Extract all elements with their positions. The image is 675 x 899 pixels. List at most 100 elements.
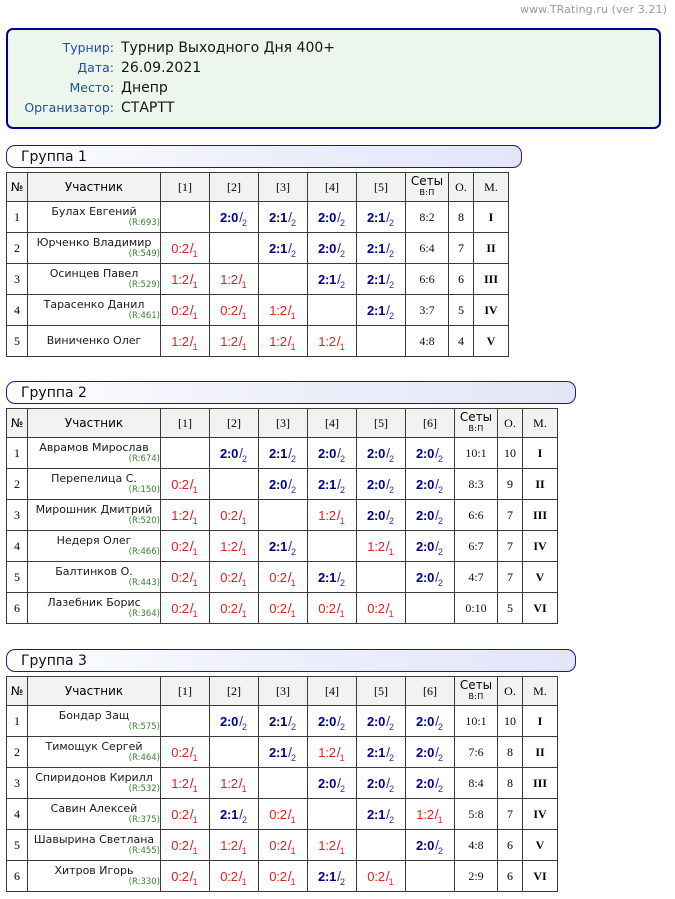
match-score-cell[interactable]: 0:2/1 bbox=[160, 860, 210, 892]
match-score-cell[interactable]: 2:1/2 bbox=[307, 860, 357, 892]
match-score-cell[interactable]: 1:2/1 bbox=[209, 263, 259, 295]
player-cell[interactable]: Спиридонов Кирилл (R:532) bbox=[27, 767, 161, 799]
match-score-cell[interactable]: 2:0/2 bbox=[405, 437, 455, 469]
player-cell[interactable]: Тарасенко Данил (R:461) bbox=[27, 294, 161, 326]
match-score-cell[interactable]: 2:0/2 bbox=[405, 499, 455, 531]
match-score-cell[interactable]: 0:2/1 bbox=[160, 530, 210, 562]
match-score-cell[interactable]: 0:2/1 bbox=[160, 798, 210, 830]
player-cell[interactable]: Булах Евгений (R:693) bbox=[27, 201, 161, 233]
match-score-cell[interactable]: 2:0/2 bbox=[258, 468, 308, 500]
match-score-cell[interactable]: 2:0/2 bbox=[209, 201, 259, 233]
match-score-cell[interactable]: 1:2/1 bbox=[307, 829, 357, 861]
match-score-cell[interactable]: 0:2/1 bbox=[209, 294, 259, 326]
player-cell[interactable]: Осинцев Павел (R:529) bbox=[27, 263, 161, 295]
match-score-cell[interactable]: 2:0/2 bbox=[356, 499, 406, 531]
match-score-cell[interactable]: 2:0/2 bbox=[307, 437, 357, 469]
match-score-cell[interactable]: 2:1/2 bbox=[356, 294, 406, 326]
player-cell[interactable]: Лазебник Борис (R:364) bbox=[27, 592, 161, 624]
match-score-cell[interactable]: 1:2/1 bbox=[258, 325, 308, 357]
match-score-cell[interactable]: 0:2/1 bbox=[160, 736, 210, 768]
match-score-cell[interactable]: 1:2/1 bbox=[209, 530, 259, 562]
player-cell[interactable]: Аврамов Мирослав (R:674) bbox=[27, 437, 161, 469]
match-score-cell[interactable]: 0:2/1 bbox=[160, 294, 210, 326]
match-score-cell[interactable]: 0:2/1 bbox=[160, 561, 210, 593]
match-score-cell[interactable]: 2:1/2 bbox=[258, 232, 308, 264]
match-score-cell[interactable]: 1:2/1 bbox=[209, 829, 259, 861]
player-cell[interactable]: Савин Алексей (R:375) bbox=[27, 798, 161, 830]
match-score-cell[interactable]: 0:2/1 bbox=[258, 860, 308, 892]
match-score-cell[interactable]: 0:2/1 bbox=[160, 232, 210, 264]
match-score-cell[interactable]: 0:2/1 bbox=[356, 592, 406, 624]
player-cell[interactable]: Бондар Защ (R:575) bbox=[27, 705, 161, 737]
match-score-cell[interactable]: 0:2/1 bbox=[258, 798, 308, 830]
match-score-cell[interactable]: 2:1/2 bbox=[258, 705, 308, 737]
match-score-cell[interactable]: 0:2/1 bbox=[258, 829, 308, 861]
match-score-cell[interactable]: 2:0/2 bbox=[405, 829, 455, 861]
match-score-cell[interactable]: 0:2/1 bbox=[209, 860, 259, 892]
match-score-cell[interactable]: 2:1/2 bbox=[258, 530, 308, 562]
match-score-cell[interactable]: 2:1/2 bbox=[356, 736, 406, 768]
match-score-cell[interactable]: 1:2/1 bbox=[307, 736, 357, 768]
player-cell[interactable]: Балтинков О. (R:443) bbox=[27, 561, 161, 593]
player-cell[interactable]: Шавырина Светлана (R:455) bbox=[27, 829, 161, 861]
match-score-cell[interactable]: 2:0/2 bbox=[405, 561, 455, 593]
match-score-cell[interactable]: 2:1/2 bbox=[209, 798, 259, 830]
match-score-cell[interactable]: 2:0/2 bbox=[307, 201, 357, 233]
score-slash: / bbox=[239, 444, 244, 461]
match-score-cell[interactable]: 0:2/1 bbox=[209, 561, 259, 593]
match-score-cell[interactable]: 2:1/2 bbox=[356, 263, 406, 295]
player-cell[interactable]: Перепелица С. (R:150) bbox=[27, 468, 161, 500]
match-score-cell[interactable]: 2:0/2 bbox=[209, 437, 259, 469]
match-score-cell[interactable]: 1:2/1 bbox=[160, 263, 210, 295]
match-score-cell[interactable]: 2:1/2 bbox=[258, 201, 308, 233]
match-score-cell[interactable]: 2:0/2 bbox=[307, 705, 357, 737]
match-score-cell[interactable]: 0:2/1 bbox=[209, 592, 259, 624]
match-score-cell[interactable]: 2:0/2 bbox=[405, 767, 455, 799]
match-score-cell[interactable]: 1:2/1 bbox=[307, 325, 357, 357]
match-score-cell[interactable]: 1:2/1 bbox=[356, 530, 406, 562]
match-score-cell[interactable]: 2:1/2 bbox=[356, 798, 406, 830]
match-score-cell[interactable]: 2:0/2 bbox=[356, 437, 406, 469]
player-cell[interactable]: Юрченко Владимир (R:549) bbox=[27, 232, 161, 264]
player-cell[interactable]: Хитров Игорь (R:330) bbox=[27, 860, 161, 892]
match-score-cell[interactable]: 0:2/1 bbox=[160, 829, 210, 861]
final-place: V bbox=[522, 829, 558, 861]
match-score-cell[interactable]: 0:2/1 bbox=[160, 468, 210, 500]
match-score-cell[interactable]: 0:2/1 bbox=[258, 561, 308, 593]
match-score-cell[interactable]: 2:0/2 bbox=[356, 767, 406, 799]
player-cell[interactable]: Недеря Олег (R:466) bbox=[27, 530, 161, 562]
match-score-cell[interactable]: 1:2/1 bbox=[160, 325, 210, 357]
match-score-cell[interactable]: 1:2/1 bbox=[405, 798, 455, 830]
match-score-cell[interactable]: 1:2/1 bbox=[160, 499, 210, 531]
match-score-cell[interactable]: 1:2/1 bbox=[209, 325, 259, 357]
match-score-cell[interactable]: 2:1/2 bbox=[356, 232, 406, 264]
match-score-cell[interactable]: 2:0/2 bbox=[307, 232, 357, 264]
match-score-cell[interactable]: 2:1/2 bbox=[307, 468, 357, 500]
match-score-cell[interactable]: 0:2/1 bbox=[160, 592, 210, 624]
player-cell[interactable]: Тимощук Сергей (R:464) bbox=[27, 736, 161, 768]
match-score-cell[interactable]: 2:0/2 bbox=[307, 767, 357, 799]
match-score-cell[interactable]: 2:0/2 bbox=[405, 736, 455, 768]
match-score-cell[interactable]: 2:1/2 bbox=[258, 437, 308, 469]
player-cell[interactable]: Виниченко Олег bbox=[27, 325, 161, 357]
match-score-cell[interactable]: 2:0/2 bbox=[209, 705, 259, 737]
match-score-cell[interactable]: 2:1/2 bbox=[258, 736, 308, 768]
match-score-cell[interactable]: 2:1/2 bbox=[307, 263, 357, 295]
match-score-cell[interactable]: 1:2/1 bbox=[209, 767, 259, 799]
row-number: 3 bbox=[6, 767, 28, 799]
match-score-cell[interactable]: 2:0/2 bbox=[356, 468, 406, 500]
match-score-cell[interactable]: 1:2/1 bbox=[307, 499, 357, 531]
match-score-cell[interactable]: 0:2/1 bbox=[356, 860, 406, 892]
match-score-cell[interactable]: 1:2/1 bbox=[258, 294, 308, 326]
match-score-cell[interactable]: 2:0/2 bbox=[405, 705, 455, 737]
match-score-cell[interactable]: 0:2/1 bbox=[307, 592, 357, 624]
match-score-cell[interactable]: 2:0/2 bbox=[356, 705, 406, 737]
match-score-cell[interactable]: 0:2/1 bbox=[258, 592, 308, 624]
match-score-cell[interactable]: 2:0/2 bbox=[405, 468, 455, 500]
match-score-cell[interactable]: 2:1/2 bbox=[356, 201, 406, 233]
match-score-cell[interactable]: 1:2/1 bbox=[160, 767, 210, 799]
match-score-cell[interactable]: 2:1/2 bbox=[307, 561, 357, 593]
match-score-cell[interactable]: 2:0/2 bbox=[405, 530, 455, 562]
match-score-cell[interactable]: 0:2/1 bbox=[209, 499, 259, 531]
player-cell[interactable]: Мирошник Дмитрий (R:520) bbox=[27, 499, 161, 531]
